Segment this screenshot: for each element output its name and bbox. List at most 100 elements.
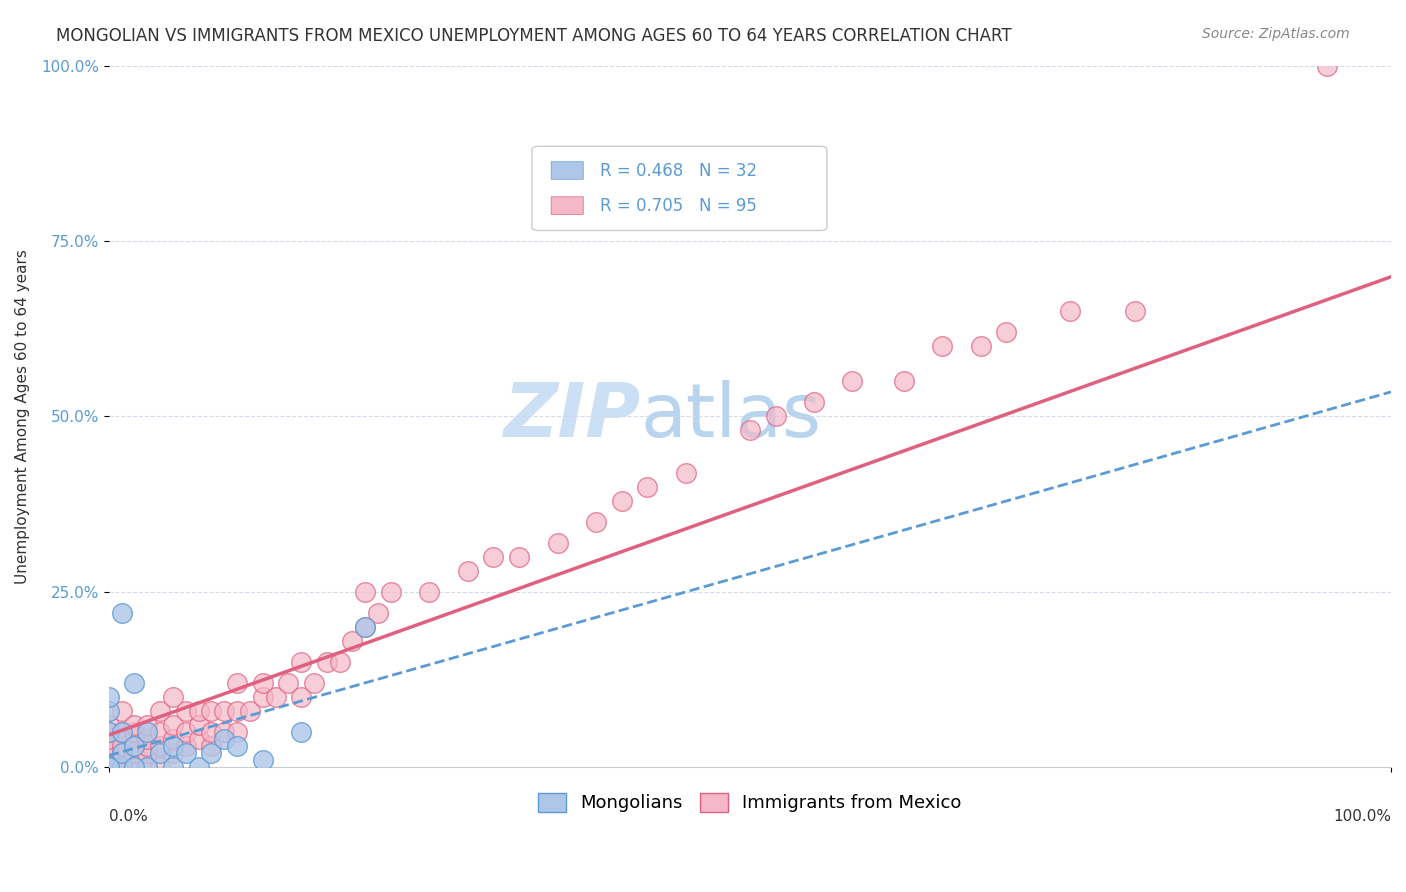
- Point: [457, 564, 479, 578]
- Point: [149, 725, 172, 739]
- FancyBboxPatch shape: [531, 146, 827, 230]
- Legend: Mongolians, Immigrants from Mexico: Mongolians, Immigrants from Mexico: [530, 784, 970, 822]
- Point: [97, 760, 120, 774]
- Point: [97, 690, 120, 705]
- Point: [508, 549, 530, 564]
- Point: [162, 732, 184, 747]
- Point: [290, 655, 312, 669]
- Point: [738, 424, 761, 438]
- Point: [136, 760, 159, 774]
- Point: [124, 739, 146, 754]
- Point: [149, 760, 172, 774]
- Point: [187, 732, 209, 747]
- Text: Source: ZipAtlas.com: Source: ZipAtlas.com: [1202, 27, 1350, 41]
- Point: [97, 760, 120, 774]
- Point: [136, 725, 159, 739]
- FancyBboxPatch shape: [551, 197, 583, 214]
- Point: [547, 535, 569, 549]
- Point: [675, 466, 697, 480]
- Point: [803, 395, 825, 409]
- Point: [136, 732, 159, 747]
- Point: [329, 655, 352, 669]
- Point: [290, 690, 312, 705]
- Point: [97, 760, 120, 774]
- Point: [97, 704, 120, 718]
- Point: [380, 585, 402, 599]
- Point: [277, 676, 299, 690]
- Point: [354, 620, 377, 634]
- Point: [174, 746, 197, 760]
- FancyBboxPatch shape: [551, 161, 583, 179]
- Point: [97, 760, 120, 774]
- Point: [482, 549, 505, 564]
- Point: [149, 739, 172, 754]
- Point: [162, 739, 184, 754]
- Text: R = 0.705   N = 95: R = 0.705 N = 95: [600, 197, 756, 215]
- Point: [200, 704, 222, 718]
- Point: [97, 760, 120, 774]
- Point: [97, 760, 120, 774]
- Point: [636, 480, 658, 494]
- Text: 100.0%: 100.0%: [1333, 809, 1391, 824]
- Point: [149, 704, 172, 718]
- Point: [315, 655, 337, 669]
- Point: [97, 760, 120, 774]
- Point: [367, 606, 389, 620]
- Point: [124, 760, 146, 774]
- Point: [187, 760, 209, 774]
- Point: [585, 515, 607, 529]
- Point: [174, 704, 197, 718]
- Point: [174, 725, 197, 739]
- Point: [136, 739, 159, 754]
- Point: [1059, 304, 1081, 318]
- Point: [97, 760, 120, 774]
- Point: [124, 739, 146, 754]
- Point: [212, 732, 235, 747]
- Point: [252, 690, 274, 705]
- Text: ZIP: ZIP: [503, 380, 641, 453]
- Point: [97, 725, 120, 739]
- Point: [124, 718, 146, 732]
- Point: [97, 760, 120, 774]
- Point: [162, 718, 184, 732]
- Point: [200, 725, 222, 739]
- Point: [212, 725, 235, 739]
- Point: [970, 339, 993, 353]
- Point: [136, 718, 159, 732]
- Point: [252, 676, 274, 690]
- Point: [97, 760, 120, 774]
- Point: [765, 409, 787, 424]
- Point: [111, 704, 134, 718]
- Point: [354, 585, 377, 599]
- Point: [174, 739, 197, 754]
- Point: [111, 760, 134, 774]
- Point: [111, 760, 134, 774]
- Point: [342, 634, 364, 648]
- Point: [97, 760, 120, 774]
- Text: MONGOLIAN VS IMMIGRANTS FROM MEXICO UNEMPLOYMENT AMONG AGES 60 TO 64 YEARS CORRE: MONGOLIAN VS IMMIGRANTS FROM MEXICO UNEM…: [56, 27, 1012, 45]
- Point: [97, 760, 120, 774]
- Point: [97, 760, 120, 774]
- Point: [841, 375, 863, 389]
- Point: [124, 746, 146, 760]
- Point: [124, 725, 146, 739]
- Point: [111, 760, 134, 774]
- Text: R = 0.468   N = 32: R = 0.468 N = 32: [600, 161, 756, 180]
- Point: [97, 760, 120, 774]
- Point: [162, 760, 184, 774]
- Point: [200, 746, 222, 760]
- Text: atlas: atlas: [641, 380, 823, 453]
- Point: [111, 606, 134, 620]
- Point: [97, 760, 120, 774]
- Point: [97, 760, 120, 774]
- Point: [97, 760, 120, 774]
- Point: [226, 676, 249, 690]
- Point: [1123, 304, 1146, 318]
- Point: [162, 746, 184, 760]
- Point: [162, 690, 184, 705]
- Point: [97, 760, 120, 774]
- Point: [97, 732, 120, 747]
- Point: [97, 760, 120, 774]
- Point: [97, 739, 120, 754]
- Point: [97, 725, 120, 739]
